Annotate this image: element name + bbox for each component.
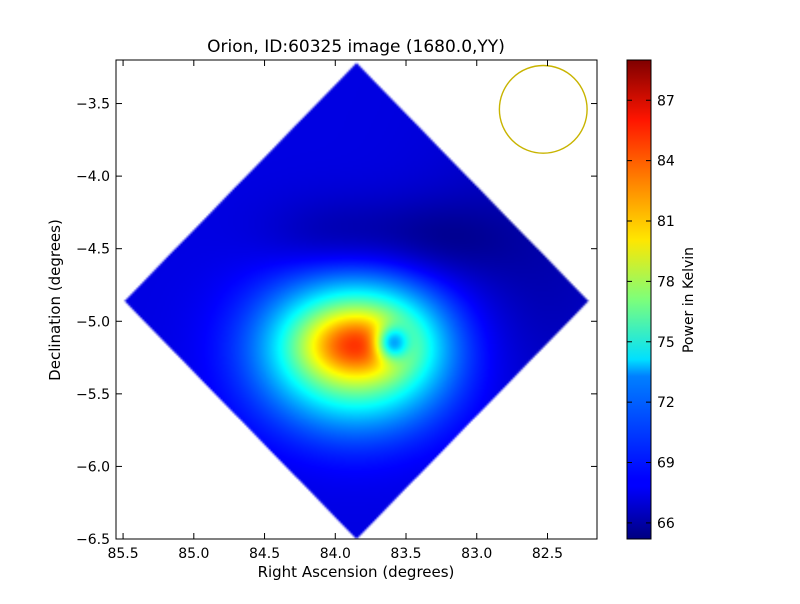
colorbar-tick-label: 87: [657, 93, 675, 109]
heatmap-image: [116, 60, 597, 539]
y-tick-label: −4.5: [76, 242, 110, 258]
y-axis-label: Declination (degrees): [46, 219, 64, 381]
colorbar: [626, 59, 652, 540]
beam-circle: [498, 64, 588, 154]
y-tick-label: −6.0: [76, 459, 110, 475]
chart-title: Orion, ID:60325 image (1680.0,YY): [207, 37, 505, 57]
plot-frame: [115, 59, 598, 540]
y-tick-label: −5.5: [76, 387, 110, 403]
x-tick-label: 84.5: [249, 546, 280, 562]
colorbar-tick-label: 66: [657, 516, 675, 532]
x-tick-label: 85.0: [178, 546, 209, 562]
colorbar-tick-label: 69: [657, 456, 675, 472]
x-axis-label: Right Ascension (degrees): [258, 563, 455, 581]
y-tick-label: −3.5: [76, 97, 110, 113]
colorbar-tick-label: 78: [657, 274, 675, 290]
x-tick-label: 83.0: [461, 546, 492, 562]
x-tick-label: 85.5: [107, 546, 138, 562]
x-tick-label: 82.5: [532, 546, 563, 562]
colorbar-ticks: 66 69 72 75 78 81 84 87: [627, 93, 675, 532]
y-tick-label: −5.0: [76, 314, 110, 330]
x-tick-label: 83.5: [390, 546, 421, 562]
x-tick-label: 84.0: [320, 546, 351, 562]
x-axis: 85.5 85.0 84.5 84.0 83.5 83.0 82.5: [107, 60, 563, 562]
y-tick-label: −4.0: [76, 169, 110, 185]
colorbar-label: Power in Kelvin: [681, 247, 697, 353]
y-tick-label: −6.5: [76, 532, 110, 548]
colorbar-tick-label: 81: [657, 214, 675, 230]
y-axis: −3.5 −4.0 −4.5 −5.0 −5.5 −6.0 −6.5: [76, 97, 597, 548]
colorbar-tick-label: 84: [657, 154, 675, 170]
colorbar-tick-label: 75: [657, 335, 675, 351]
colorbar-tick-label: 72: [657, 395, 675, 411]
